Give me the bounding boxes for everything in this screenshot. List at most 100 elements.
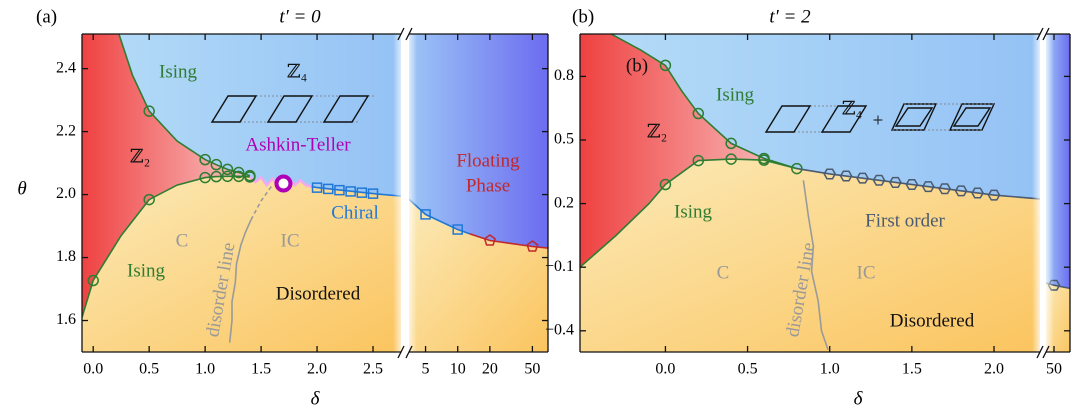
boundary-line <box>802 180 829 351</box>
marker <box>659 178 672 191</box>
marker <box>692 107 705 120</box>
x-tick-label: 1.0 <box>820 361 840 378</box>
x-tick-label: 50 <box>1046 361 1062 378</box>
x-tick-label: 0.0 <box>83 361 103 378</box>
region-label: Ising <box>716 84 755 105</box>
marker <box>221 163 234 176</box>
region-label: Ising <box>159 61 198 82</box>
marker <box>954 185 968 197</box>
y-tick-label: 2.4 <box>56 59 76 76</box>
x-tick-label: 2.5 <box>363 361 383 378</box>
boundary-line <box>469 233 548 249</box>
region-label: C <box>717 262 730 283</box>
break-mark <box>1036 345 1044 359</box>
marker <box>345 186 356 197</box>
plots: 0.0 0.5 1.0 1.5 2.0 2.5 5 10 20 50 1.6 1.8 2.0 2.2 2.4… <box>17 6 1071 409</box>
region <box>82 176 401 352</box>
marker <box>356 187 368 198</box>
break-mark <box>1042 27 1050 41</box>
region-label: Disordered <box>276 283 361 304</box>
marker <box>791 162 803 175</box>
region-label: Disordered <box>890 310 975 331</box>
marker <box>199 153 211 166</box>
background <box>409 34 548 352</box>
region-label: ℤ₄ <box>842 98 863 119</box>
marker <box>452 224 463 235</box>
marker <box>367 188 379 199</box>
marker <box>659 59 672 72</box>
marker <box>839 170 853 182</box>
region-label: Phase <box>466 175 510 196</box>
lattice-b1 <box>764 105 868 133</box>
background <box>580 34 1040 352</box>
region-label: + <box>873 110 884 131</box>
y-axis-label: θ <box>17 178 26 199</box>
marker <box>889 176 902 188</box>
region-label: Ashkin-Teller <box>245 134 351 155</box>
axis-break <box>1040 30 1046 356</box>
marker <box>987 189 1001 201</box>
panel-title: t′ = 0 <box>279 6 321 27</box>
x-axis-label: δ <box>311 388 321 409</box>
marker <box>199 171 211 184</box>
x-tick-label: 1.5 <box>902 361 922 378</box>
lattice-a <box>210 95 376 123</box>
boundary-line <box>118 34 251 177</box>
lattice-b2 <box>890 103 996 131</box>
marker <box>143 105 155 117</box>
x-tick-label: 0.0 <box>655 361 675 378</box>
marker <box>856 172 869 184</box>
marker <box>87 274 99 287</box>
marker <box>210 170 223 183</box>
panel-title: t′ = 2 <box>769 6 811 27</box>
y-tick-label: 1.6 <box>56 311 76 328</box>
y-tick-label: 2.2 <box>56 122 76 139</box>
region-label: IC <box>857 262 876 283</box>
y-tick-label: −0.4 <box>545 321 574 338</box>
boundary-line <box>409 198 471 235</box>
marker <box>725 153 737 165</box>
marker <box>905 179 919 191</box>
y-tick-label: 2.0 <box>56 185 76 202</box>
break-mark <box>1036 27 1044 41</box>
region-label: Floating <box>456 150 520 171</box>
break-mark <box>397 27 405 41</box>
marker <box>274 174 293 193</box>
x-tick-label: 20 <box>482 361 498 378</box>
marker <box>322 183 334 195</box>
region <box>82 34 250 318</box>
region <box>580 34 797 268</box>
region-label: Ising <box>127 260 166 281</box>
x-tick-label: 5 <box>422 361 430 378</box>
marker <box>921 181 935 193</box>
marker <box>244 171 256 183</box>
marker <box>872 174 886 186</box>
x-tick-label: 2.0 <box>307 361 327 378</box>
region-label: Chiral <box>331 202 379 223</box>
x-tick-label: 1.5 <box>251 361 271 378</box>
boundary-line <box>228 219 252 343</box>
region-label: ℤ₄ <box>287 61 308 82</box>
marker <box>232 166 245 179</box>
x-axis-label: δ <box>854 388 864 409</box>
x-tick-label: 50 <box>524 361 540 378</box>
region <box>409 199 548 352</box>
region <box>580 159 1040 352</box>
boundary-line <box>250 184 273 221</box>
y-tick-label: 1.8 <box>56 248 76 265</box>
region-label: (b) <box>626 55 648 76</box>
panel: 0.0 0.5 1.0 1.5 2.0 50 −0.4 −0.1 0.2 0.5 0.8 (b) t′ … <box>545 6 1071 409</box>
marker <box>725 137 737 150</box>
boundary-line <box>610 34 798 170</box>
marker <box>221 170 234 183</box>
x-tick-label: 0.5 <box>738 361 758 378</box>
marker <box>311 182 323 193</box>
panel: 0.0 0.5 1.0 1.5 2.0 2.5 5 10 20 50 1.6 1.8 2.0 2.2 2.4… <box>17 6 549 409</box>
x-tick-label: 0.5 <box>139 361 159 378</box>
region-label: C <box>176 230 189 251</box>
break-mark <box>405 345 413 359</box>
axis-break <box>401 30 409 356</box>
break-mark <box>397 345 405 359</box>
marker <box>971 187 984 199</box>
y-tick-label: −0.1 <box>545 258 574 275</box>
